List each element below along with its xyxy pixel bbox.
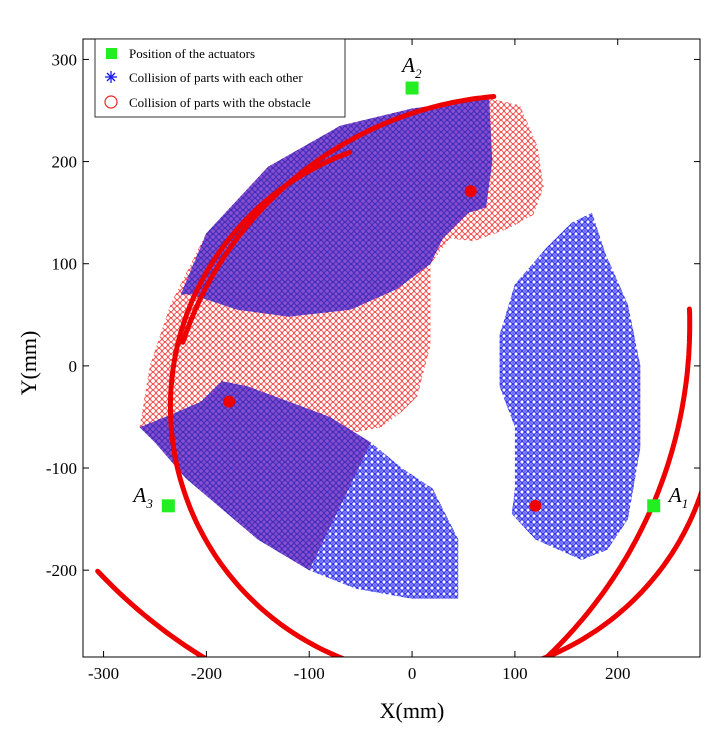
x-axis-label: X(mm) [380,698,445,723]
actuator-label-3: A [131,483,146,507]
y-tick-label: 300 [52,50,78,69]
parts-collision-region-top [180,98,493,317]
parts-collision-region-right [499,212,641,560]
red-point-0 [464,185,477,198]
legend-square-marker [106,48,117,59]
y-axis-label: Y(mm) [16,331,41,396]
boundary-arc-1 [540,522,691,657]
x-tick-label: 200 [605,664,631,683]
plot-frame [82,38,701,658]
y-tick-label: 0 [69,357,78,376]
y-tick-label: -100 [46,459,77,478]
boundary-arc-6 [95,568,208,657]
red-point-2 [529,499,542,512]
y-tick-label: 100 [52,255,78,274]
actuator-label-sub-3: 3 [145,496,153,511]
legend-box [94,38,346,118]
boundary-arc-3 [204,94,497,288]
actuator-marker-3 [161,499,175,513]
parts-collision-overlap-left [139,381,371,571]
actuator-label-1: A [667,483,682,507]
y-axis-ticks: -200 -100 0 100 200 300 [46,50,700,580]
x-tick-label: 100 [502,664,528,683]
x-axis-ticks: -300 -200 -100 0 100 200 [88,39,631,683]
legend-label-obstacle: Collision of parts with the obstacle [129,95,311,110]
actuator-marker-1 [647,499,661,513]
legend-circle-marker [104,95,118,109]
red-point-1 [223,395,236,408]
legend: Position of the actuators Collision of p… [94,38,346,118]
y-tick-label: -200 [46,561,77,580]
legend-asterisk-marker [105,71,117,83]
boundary-arc-4 [180,282,210,345]
actuator-label-sub-2: 2 [415,66,422,81]
x-tick-label: -300 [88,664,119,683]
x-tick-label: 0 [408,664,417,683]
red-points [223,185,542,512]
actuator-label-sub-1: 1 [682,496,689,511]
boundary-arcs [95,94,700,657]
x-tick-label: -100 [294,664,325,683]
actuator-marker-2 [405,81,419,95]
plot-area [95,94,700,657]
legend-label-actuators: Position of the actuators [129,46,255,61]
legend-label-parts: Collision of parts with each other [129,70,303,85]
boundary-arc-5 [543,306,693,657]
y-tick-label: 200 [52,153,78,172]
actuator-label-2: A [400,53,415,77]
actuators: A 1A 2A 3 [131,53,689,513]
x-tick-label: -200 [191,664,222,683]
boundary-arc-0 [167,149,353,657]
boundary-arc-2 [685,488,700,528]
